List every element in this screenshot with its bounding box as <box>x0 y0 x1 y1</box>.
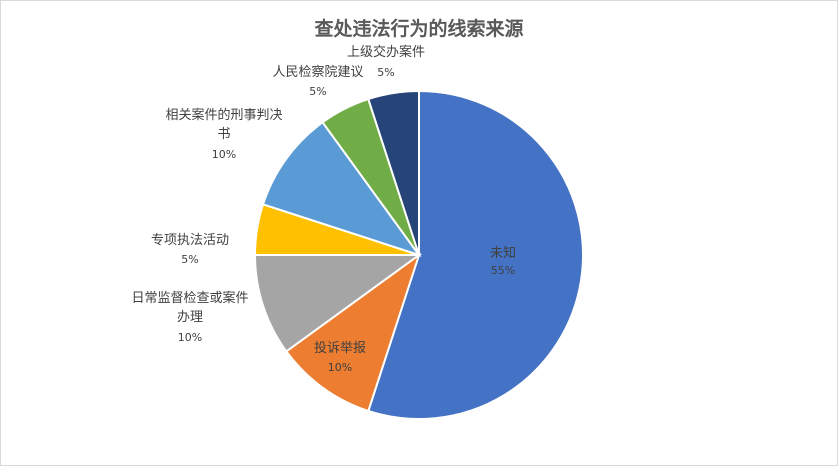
slice-percent-label: 5% <box>377 66 394 79</box>
chart-title: 查处违法行为的线索来源 <box>314 18 524 40</box>
slice-percent-label: 10% <box>328 361 352 374</box>
slice-label: 人民检察院建议 <box>272 65 363 80</box>
pie-slice <box>367 89 420 256</box>
slice-percent-label: 5% <box>181 253 198 266</box>
slice-label: 未知 <box>490 245 516 261</box>
slice-label: 上级交办案件 <box>347 44 425 60</box>
slice-label: 专项执法活动 <box>151 233 229 248</box>
slice-percent-label: 10% <box>178 331 202 344</box>
slice-label: 书 <box>217 127 230 142</box>
slice-percent-label: 10% <box>212 148 236 161</box>
slice-label: 办理 <box>177 310 203 325</box>
pie-slice <box>284 252 421 413</box>
pie-slice <box>367 89 584 420</box>
slice-label: 投诉举报 <box>314 340 366 356</box>
slice-percent-label: 5% <box>309 85 326 98</box>
slice-label: 相关案件的刑事判决 <box>165 107 282 123</box>
slice-label: 日常监督检查或案件 <box>131 291 248 306</box>
slice-percent-label: 55% <box>491 264 515 277</box>
pie-slice <box>261 120 422 257</box>
pie-slice <box>253 254 423 353</box>
